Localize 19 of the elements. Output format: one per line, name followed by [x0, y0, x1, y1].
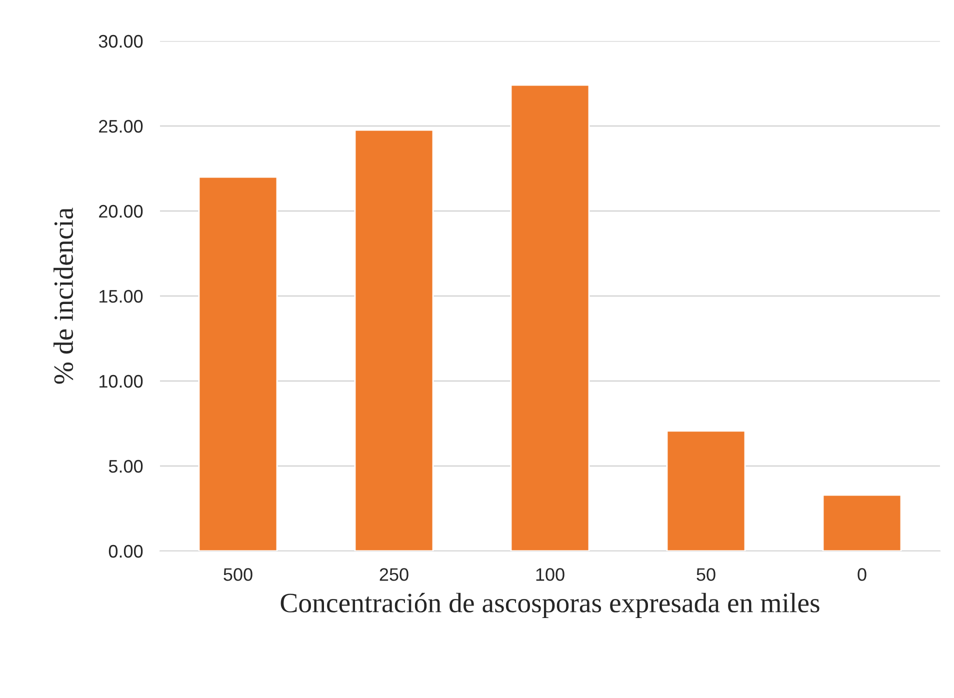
y-tick-label: 5.00	[108, 460, 143, 473]
bar	[198, 176, 278, 551]
y-tick-label: 15.00	[100, 290, 143, 303]
y-tick-label: 10.00	[100, 374, 143, 388]
y-axis-title: % de incidencia	[54, 208, 74, 384]
x-tick-label: 50	[696, 568, 716, 581]
x-axis-title: Concentración de ascosporas expresada en miles	[280, 592, 820, 618]
y-tick-label: 25.00	[99, 120, 143, 133]
bar	[822, 494, 902, 551]
x-tick-label: 500	[224, 568, 252, 581]
y-tick-label: 20.00	[99, 204, 143, 218]
bar	[666, 430, 746, 551]
x-tick-label: 100	[536, 568, 564, 581]
y-tick-label: 30.00	[98, 34, 143, 48]
y-tick-label: 0.00	[108, 544, 143, 558]
bar	[354, 129, 434, 551]
x-tick-label: 0	[858, 568, 866, 581]
bar	[510, 84, 590, 551]
x-tick-label: 250	[380, 568, 408, 581]
